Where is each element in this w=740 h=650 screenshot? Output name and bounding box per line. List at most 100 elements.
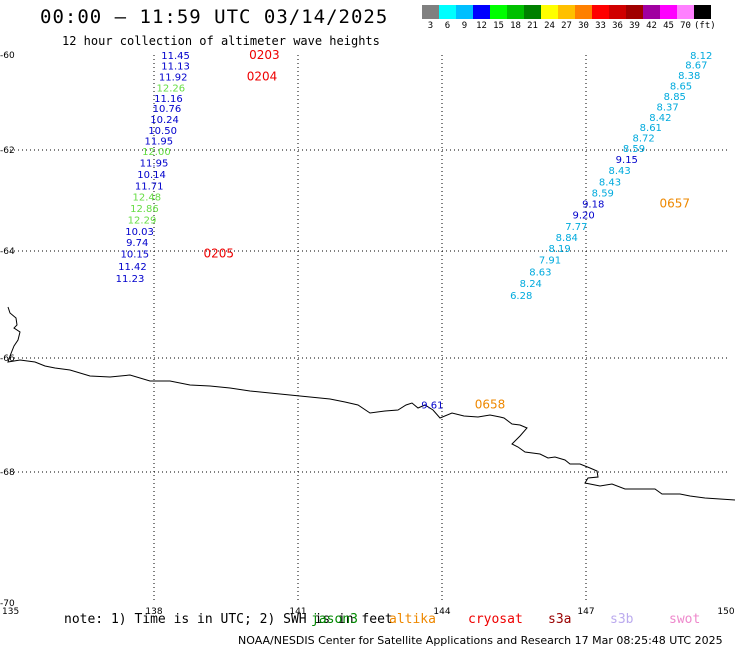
legend-swatch: [694, 5, 711, 19]
wave-height-value: 12.29: [128, 216, 157, 227]
legend-swatch: [609, 5, 626, 19]
pass-time-label: 0658: [475, 398, 506, 412]
pass-time-label: 0203: [249, 48, 280, 62]
wave-height-value: 8.38: [678, 71, 700, 82]
antarctic-coastline: [7, 306, 736, 501]
legend-label: 24: [544, 21, 555, 31]
wave-height-value: 7.77: [565, 222, 587, 233]
map-gridlines: [10, 55, 730, 603]
wave-height-value: 6.28: [510, 291, 532, 302]
legend-label: 39: [629, 21, 640, 31]
longitude-label: 147: [577, 607, 594, 617]
legend-swatch: [643, 5, 660, 19]
legend-label: 12: [476, 21, 487, 31]
legend-swatch: [490, 5, 507, 19]
wave-height-value: 8.72: [632, 134, 654, 145]
satellite-name: swot: [669, 612, 701, 627]
wave-height-value: 8.65: [670, 81, 692, 92]
wave-height-value: 8.37: [656, 102, 678, 113]
legend-label: 3: [427, 21, 434, 31]
legend-label: (ft): [694, 21, 716, 31]
credit-line: NOAA/NESDIS Center for Satellite Applica…: [238, 634, 723, 647]
latitude-label: -60: [0, 51, 15, 61]
legend-swatch: [473, 5, 490, 19]
wave-height-value: 8.63: [529, 267, 551, 278]
latitude-label: -70: [0, 599, 15, 609]
wave-height-value: 8.12: [690, 51, 712, 62]
satellite-name: s3b: [610, 612, 634, 627]
legend-swatch: [626, 5, 643, 19]
legend-label: 45: [663, 21, 674, 31]
wave-height-value: 8.84: [556, 233, 578, 244]
latitude-label: -64: [0, 247, 15, 257]
wave-height-value: 10.50: [148, 126, 177, 137]
legend-label: 21: [527, 21, 538, 31]
legend-swatch: [541, 5, 558, 19]
wave-height-value: 10.03: [125, 227, 154, 238]
legend-swatch: [439, 5, 456, 19]
wave-height-value: 8.59: [623, 144, 645, 155]
wave-height-value: 11.42: [118, 262, 147, 273]
legend-swatch: [524, 5, 541, 19]
color-scale-legend: [422, 5, 711, 19]
wave-height-value: 8.59: [592, 188, 614, 199]
footnote: note: 1) Time is in UTC; 2) SWH is in fe…: [64, 612, 393, 627]
legend-swatch: [422, 5, 439, 19]
latitude-label: -62: [0, 146, 15, 156]
wave-height-value: 8.85: [664, 92, 686, 103]
legend-label: 6: [444, 21, 451, 31]
longitude-label: 144: [433, 607, 450, 617]
legend-label: 33: [595, 21, 606, 31]
satellite-name: altika: [389, 612, 436, 627]
wave-height-value: 11.23: [116, 274, 145, 285]
wave-height-value: 9.18: [582, 200, 604, 211]
legend-label: 36: [612, 21, 623, 31]
pass-time-label: 0204: [247, 69, 278, 83]
legend-label: 18: [510, 21, 521, 31]
wave-height-value: 11.92: [159, 72, 188, 83]
wave-height-value: 8.19: [548, 244, 570, 255]
wave-height-value: 8.67: [685, 61, 707, 72]
wave-height-value: 10.15: [120, 250, 149, 261]
wave-height-value: 11.95: [140, 159, 169, 170]
wave-height-value: 8.24: [520, 279, 542, 290]
wave-height-value: 9.15: [616, 155, 638, 166]
wave-height-value: 10.76: [153, 104, 182, 115]
map-title: 00:00 – 11:59 UTC 03/14/2025: [40, 6, 389, 28]
legend-swatch: [507, 5, 524, 19]
legend-label: 42: [646, 21, 657, 31]
longitude-label: 141: [289, 607, 306, 617]
wave-height-value: 9.74: [126, 238, 148, 249]
wave-height-value: 8.42: [649, 113, 671, 124]
longitude-label: 138: [145, 607, 162, 617]
wave-height-value: 11.16: [154, 94, 183, 105]
wave-height-value: 11.13: [161, 61, 190, 72]
wave-height-value: 10.24: [150, 115, 179, 126]
wave-height-value: 8.43: [608, 166, 630, 177]
wave-height-value: 8.43: [599, 177, 621, 188]
wave-height-value: 11.45: [161, 51, 190, 62]
wave-height-value: 9.20: [572, 211, 594, 222]
satellite-name: s3a: [548, 612, 572, 627]
legend-swatch: [456, 5, 473, 19]
pass-time-label: 0205: [204, 247, 235, 261]
wave-height-value: 8.61: [640, 123, 662, 134]
latitude-label: -68: [0, 468, 15, 478]
legend-label: 30: [578, 21, 589, 31]
wave-height-value: 9.61: [421, 401, 443, 412]
wave-height-value: 11.95: [144, 137, 173, 148]
latitude-label: -66: [0, 354, 15, 364]
color-scale-labels: 3 6 9 12 15 18 21 24 27 30 33 36 39 42 45 70 (ft): [422, 21, 716, 31]
wave-height-value: 12.00: [142, 147, 171, 158]
legend-swatch: [660, 5, 677, 19]
legend-swatch: [592, 5, 609, 19]
legend-label: 15: [493, 21, 504, 31]
wave-height-value: 12.26: [156, 83, 185, 94]
longitude-label: 135: [2, 607, 19, 617]
wave-height-value: 12.48: [132, 192, 161, 203]
pass-time-label: 0657: [660, 197, 691, 211]
satellite-name: jason3: [311, 612, 358, 627]
wave-height-value: 7.91: [539, 256, 561, 267]
legend-swatch: [575, 5, 592, 19]
